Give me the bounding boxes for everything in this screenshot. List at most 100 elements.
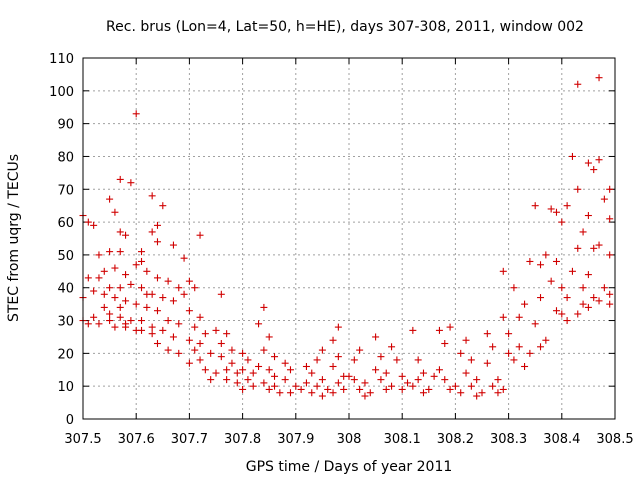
data-point — [233, 369, 241, 377]
data-point — [515, 343, 523, 351]
data-point — [271, 382, 279, 390]
data-point — [483, 330, 491, 338]
data-point — [106, 248, 114, 256]
data-point — [414, 356, 422, 364]
data-point — [196, 356, 204, 364]
data-point — [138, 248, 146, 256]
data-point — [542, 336, 550, 344]
data-point — [356, 385, 364, 393]
data-point — [84, 274, 92, 282]
data-point — [435, 326, 443, 334]
data-point — [265, 385, 273, 393]
data-point — [537, 343, 545, 351]
x-tick-label: 307.9 — [277, 432, 314, 447]
data-point — [329, 362, 337, 370]
data-point — [169, 297, 177, 305]
data-point — [281, 376, 289, 384]
data-point — [606, 290, 614, 298]
data-point — [106, 195, 114, 203]
data-point — [563, 294, 571, 302]
data-point — [138, 284, 146, 292]
data-point — [590, 166, 598, 174]
data-point — [521, 362, 529, 370]
x-axis-label: GPS time / Days of year 2011 — [246, 459, 453, 475]
data-point — [111, 323, 119, 331]
data-point — [180, 254, 188, 262]
data-points — [79, 74, 614, 400]
data-point — [595, 241, 603, 249]
data-point — [584, 212, 592, 220]
data-point — [526, 349, 534, 357]
data-point — [228, 346, 236, 354]
data-point — [510, 356, 518, 364]
data-point — [106, 317, 114, 325]
data-point — [563, 317, 571, 325]
data-point — [606, 215, 614, 223]
data-point — [388, 343, 396, 351]
data-point — [127, 179, 135, 187]
data-point — [228, 359, 236, 367]
data-point — [595, 74, 603, 82]
data-point — [334, 353, 342, 361]
data-point — [95, 274, 103, 282]
data-point — [185, 359, 193, 367]
data-point — [494, 376, 502, 384]
data-point — [271, 353, 279, 361]
y-tick-label: 110 — [49, 52, 74, 67]
data-point — [148, 323, 156, 331]
data-point — [579, 228, 587, 236]
x-tick-label: 308 — [337, 432, 362, 447]
data-point — [84, 218, 92, 226]
data-point — [356, 346, 364, 354]
data-point — [148, 228, 156, 236]
data-point — [467, 356, 475, 364]
data-point — [419, 369, 427, 377]
data-point — [441, 376, 449, 384]
data-point — [217, 340, 225, 348]
data-point — [409, 326, 417, 334]
data-point — [510, 284, 518, 292]
data-point — [505, 330, 513, 338]
data-point — [446, 323, 454, 331]
x-axis: 307.5 307.6 307.7 307.8 307.9 308 308.1 308.2 30… — [64, 58, 634, 447]
x-tick-label: 308.1 — [384, 432, 421, 447]
data-point — [233, 379, 241, 387]
y-tick-label: 20 — [57, 347, 74, 362]
data-point — [419, 389, 427, 397]
data-point — [116, 228, 124, 236]
data-point — [276, 389, 284, 397]
data-point — [223, 376, 231, 384]
data-point — [132, 110, 140, 118]
data-point — [606, 251, 614, 259]
data-point — [164, 346, 172, 354]
data-point — [196, 231, 204, 239]
data-point — [590, 294, 598, 302]
data-point — [377, 353, 385, 361]
x-tick-label: 308.3 — [490, 432, 527, 447]
data-point — [574, 310, 582, 318]
data-point — [409, 382, 417, 390]
data-point — [574, 244, 582, 252]
data-point — [606, 185, 614, 193]
data-point — [457, 389, 465, 397]
data-point — [457, 349, 465, 357]
y-tick-label: 50 — [57, 249, 74, 264]
data-point — [191, 346, 199, 354]
data-point — [404, 379, 412, 387]
data-point — [132, 300, 140, 308]
data-point — [138, 257, 146, 265]
data-point — [318, 392, 326, 400]
data-point — [451, 382, 459, 390]
data-point — [308, 389, 316, 397]
data-point — [138, 317, 146, 325]
data-point — [217, 290, 225, 298]
data-point — [286, 366, 294, 374]
data-point — [153, 221, 161, 229]
data-point — [558, 218, 566, 226]
x-tick-label: 307.6 — [118, 432, 155, 447]
data-point — [217, 353, 225, 361]
data-point — [340, 385, 348, 393]
data-point — [302, 379, 310, 387]
data-point — [372, 333, 380, 341]
